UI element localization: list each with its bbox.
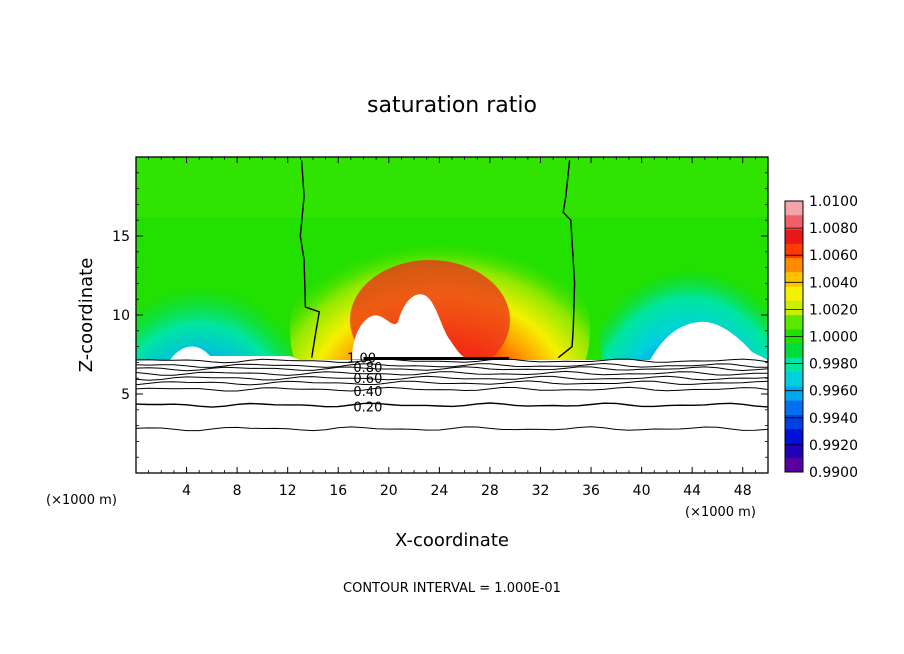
contour-line (136, 380, 768, 386)
contour-label: 0.40 (353, 385, 382, 400)
colorbar-swatch (785, 429, 803, 444)
y-tick-label: 5 (121, 387, 130, 403)
contour-label: 1.00 (347, 352, 376, 367)
colorbar-label: 0.9960 (809, 384, 858, 400)
x-tick-label: 44 (683, 483, 701, 499)
contour-line (136, 358, 768, 364)
colorbar-swatch (785, 243, 803, 259)
colorbar-label: 1.0060 (809, 248, 858, 264)
colorbar-swatch (785, 272, 803, 288)
contour-label: 0.60 (353, 372, 382, 387)
colorbar-swatch (785, 300, 803, 316)
y-tick-label: 10 (112, 308, 130, 324)
contour-line (136, 362, 768, 368)
colorbar-label: 1.0000 (809, 330, 858, 346)
colorbar-label: 1.0080 (809, 221, 858, 237)
contour-line (136, 426, 768, 432)
colorbar-swatch (785, 229, 803, 245)
contour-interval-note: CONTOUR INTERVAL = 1.000E-01 (343, 581, 561, 596)
cloud-region (352, 294, 470, 359)
x-tick-label: 28 (481, 483, 499, 499)
colorbar-label: 1.0100 (809, 194, 858, 210)
colorbar-swatch (785, 258, 803, 273)
colorbar-swatch (785, 201, 803, 216)
saturation-contour (299, 160, 321, 358)
x-tick-label: 24 (430, 483, 448, 499)
colorbar-swatch (785, 286, 803, 302)
x-axis-label: X-coordinate (395, 530, 509, 551)
x-tick-label: 48 (734, 483, 752, 499)
contour-line (136, 386, 768, 392)
contour-label: 0.80 (353, 361, 382, 376)
colorbar-label: 0.9920 (809, 438, 858, 454)
colorbar-swatch (785, 443, 803, 459)
contour-line (136, 366, 768, 372)
plot-area: 1.000.800.600.400.20 (136, 157, 768, 473)
x-unit-label-left: (×1000 m) (46, 493, 117, 508)
colorbar-label: 1.0040 (809, 275, 858, 291)
chart-title: saturation ratio (367, 93, 537, 118)
lower-white (136, 360, 768, 473)
colorbar-swatch (785, 414, 803, 430)
x-tick-label: 4 (182, 483, 191, 499)
x-tick-label: 40 (633, 483, 651, 499)
colorbar: 1.0100 1.0080 1.0060 1.0040 1.0020 1.0000 0.99… (784, 194, 858, 481)
y-tick-label: 15 (112, 229, 130, 245)
colorbar-label: 0.9940 (809, 411, 858, 427)
subcloud-left (136, 346, 300, 360)
contour-lines (136, 160, 768, 432)
colorbar-label: 0.9900 (809, 465, 858, 481)
colorbar-swatch (785, 372, 803, 387)
colorbar-swatch (785, 400, 803, 416)
x-tick-label: 16 (329, 483, 347, 499)
x-tick-label: 12 (279, 483, 297, 499)
colorbar-swatch (785, 315, 803, 330)
subcloud-right (650, 321, 768, 360)
x-tick-label: 8 (233, 483, 242, 499)
colorbar-swatch (785, 457, 803, 473)
x-unit-label-right: (×1000 m) (685, 505, 756, 520)
x-tick-label: 32 (532, 483, 550, 499)
colorbar-swatch (785, 386, 803, 402)
y-axis-ticks: 5 10 15 (112, 172, 768, 458)
x-axis-ticks: 4 8 12 16 20 24 28 32 36 40 44 48 (148, 157, 756, 499)
colorbar-swatch (785, 215, 803, 231)
colorbar-swatch (785, 343, 803, 359)
contour-line (136, 370, 768, 376)
x-tick-label: 36 (582, 483, 600, 499)
colorbar-swatch (785, 357, 803, 373)
y-axis-label: Z-coordinate (76, 258, 97, 373)
contour-label: 0.20 (353, 401, 382, 416)
saturation-contour (557, 160, 576, 359)
contour-line (136, 375, 768, 381)
contour-labels: 1.000.800.600.400.20 (347, 352, 382, 416)
colorbar-label: 1.0020 (809, 302, 858, 318)
x-tick-label: 20 (380, 483, 398, 499)
contour-line (136, 402, 768, 408)
colorbar-label: 0.9980 (809, 357, 858, 373)
